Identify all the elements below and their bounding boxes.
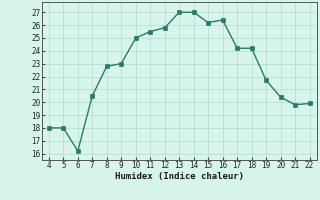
X-axis label: Humidex (Indice chaleur): Humidex (Indice chaleur) [115,172,244,181]
